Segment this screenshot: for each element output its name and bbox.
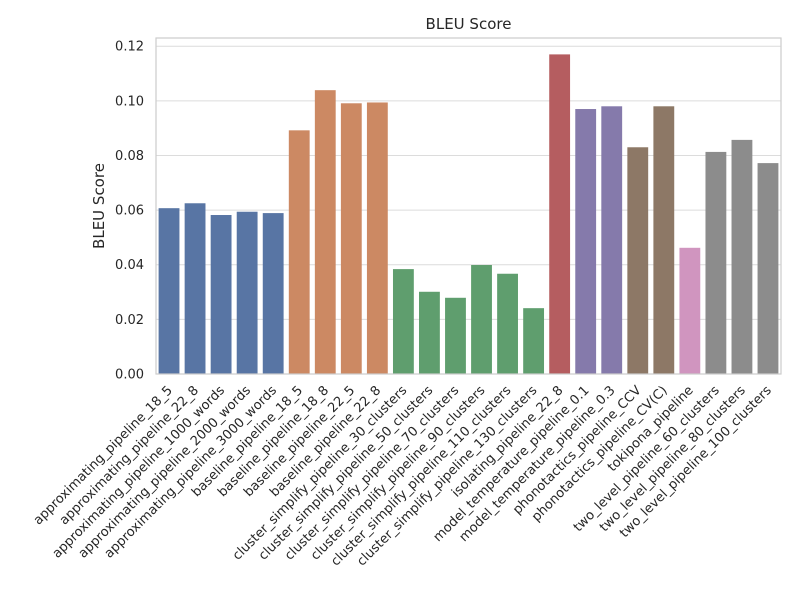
bar-approximating_pipeline_18_5: [158, 208, 180, 374]
bar-approximating_pipeline_2000_words: [236, 211, 258, 374]
bar-approximating_pipeline_22_8: [184, 203, 206, 374]
y-tick-label: 0.02: [115, 313, 144, 328]
bar-cluster_simplify_pipeline_50_clusters: [419, 291, 440, 374]
y-tick-labels: 0.00 0.02 0.04 0.06 0.08 0.10 0.12: [115, 40, 144, 383]
bar-cluster_simplify_pipeline_110_clusters: [497, 273, 518, 374]
bar-model_temperature_pipeline_0.3: [601, 106, 623, 374]
bar-two_level_pipeline_100_clusters: [757, 163, 779, 374]
bar-two_level_pipeline_60_clusters: [705, 151, 727, 374]
y-tick-label: 0.04: [115, 258, 144, 273]
y-axis-label: BLEU Score: [90, 163, 108, 249]
y-tick-label: 0.00: [115, 368, 144, 383]
bar-approximating_pipeline_1000_words: [210, 215, 232, 374]
y-tick-label: 0.08: [115, 149, 144, 164]
bar-isolating_pipeline_22_8: [549, 54, 571, 374]
bar-baseline_pipeline_22_5: [340, 103, 362, 374]
bar-baseline_pipeline_18_5: [288, 130, 310, 374]
chart-title: BLEU Score: [426, 15, 512, 33]
y-tick-label: 0.10: [115, 94, 144, 109]
bar-baseline_pipeline_18_8: [314, 90, 336, 375]
bar-tokipona_pipeline: [679, 247, 701, 374]
bar-phonotactics_pipeline_CCV: [627, 147, 649, 374]
bar-approximating_pipeline_3000_words: [262, 213, 284, 374]
bar-model_temperature_pipeline_0.1: [575, 109, 597, 375]
bars: [158, 54, 779, 375]
plot-frame: [155, 37, 782, 375]
plot-area: [156, 38, 781, 374]
bar-cluster_simplify_pipeline_130_clusters: [523, 308, 545, 374]
bar-phonotactics_pipeline_CV(C): [653, 106, 675, 374]
bar-two_level_pipeline_80_clusters: [731, 139, 753, 374]
y-tick-label: 0.12: [115, 40, 144, 55]
bar-cluster_simplify_pipeline_70_clusters: [445, 297, 466, 374]
y-tick-label: 0.06: [115, 204, 144, 219]
bar-baseline_pipeline_22_8: [366, 102, 388, 374]
bar-cluster_simplify_pipeline_90_clusters: [471, 265, 492, 374]
bar-cluster_simplify_pipeline_30_clusters: [392, 269, 414, 374]
